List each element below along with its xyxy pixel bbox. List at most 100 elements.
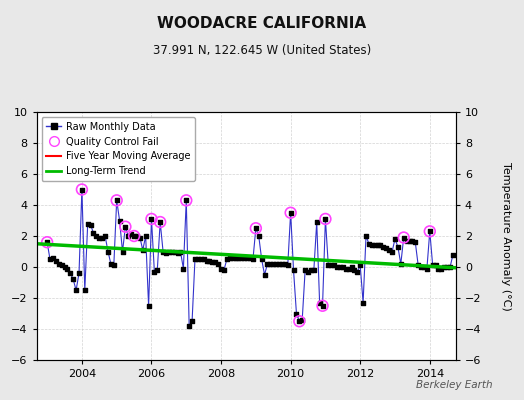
Point: [336, 264, 344, 270]
Point: [281, 261, 289, 267]
Text: Berkeley Earth: Berkeley Earth: [416, 380, 493, 390]
Point: [368, 242, 376, 248]
Point: [260, 272, 269, 278]
Point: [168, 248, 176, 255]
Point: [113, 197, 121, 204]
Point: [246, 254, 254, 261]
Point: [350, 267, 358, 273]
Point: [425, 228, 434, 234]
Point: [196, 256, 205, 262]
Point: [304, 268, 312, 275]
Point: [443, 264, 451, 270]
Point: [170, 248, 179, 255]
Point: [240, 254, 248, 261]
Point: [301, 267, 309, 273]
Point: [414, 262, 422, 269]
Point: [252, 225, 260, 232]
Point: [370, 242, 379, 248]
Point: [376, 242, 385, 248]
Point: [321, 216, 330, 222]
Point: [75, 270, 83, 276]
Point: [107, 261, 115, 267]
Point: [365, 240, 373, 247]
Point: [138, 247, 147, 253]
Point: [408, 238, 417, 244]
Point: [78, 186, 86, 193]
Point: [312, 219, 321, 225]
Point: [89, 230, 97, 236]
Point: [399, 234, 408, 241]
Point: [86, 222, 95, 228]
Point: [379, 244, 388, 250]
Point: [278, 261, 286, 267]
Point: [194, 256, 202, 262]
Point: [388, 248, 396, 255]
Point: [130, 233, 138, 239]
Point: [249, 256, 257, 262]
Point: [434, 265, 443, 272]
Point: [243, 254, 252, 261]
Point: [92, 233, 101, 239]
Point: [324, 262, 333, 269]
Point: [420, 264, 428, 270]
Point: [283, 262, 292, 269]
Point: [159, 248, 167, 255]
Point: [182, 197, 190, 204]
Point: [150, 268, 159, 275]
Point: [310, 267, 318, 273]
Point: [43, 239, 51, 245]
Point: [223, 256, 231, 262]
Point: [220, 267, 228, 273]
Point: [263, 261, 271, 267]
Point: [353, 268, 362, 275]
Point: [156, 219, 165, 225]
Point: [269, 261, 277, 267]
Point: [165, 248, 173, 255]
Point: [327, 262, 335, 269]
Point: [287, 210, 295, 216]
Point: [110, 262, 118, 269]
Point: [399, 234, 408, 241]
Point: [60, 264, 69, 270]
Point: [362, 233, 370, 239]
Point: [66, 270, 74, 276]
Point: [214, 261, 222, 267]
Point: [121, 224, 129, 230]
Text: 37.991 N, 122.645 W (United States): 37.991 N, 122.645 W (United States): [153, 44, 371, 57]
Point: [431, 262, 440, 269]
Point: [78, 186, 86, 193]
Point: [191, 256, 199, 262]
Point: [394, 244, 402, 250]
Point: [446, 264, 454, 270]
Point: [115, 217, 124, 224]
Point: [141, 233, 150, 239]
Point: [72, 287, 80, 294]
Point: [54, 261, 63, 267]
Point: [289, 267, 298, 273]
Point: [225, 254, 234, 261]
Point: [342, 265, 350, 272]
Point: [121, 224, 129, 230]
Point: [411, 239, 420, 245]
Point: [425, 228, 434, 234]
Point: [145, 302, 153, 309]
Point: [46, 256, 54, 262]
Point: [333, 264, 341, 270]
Point: [211, 259, 220, 266]
Point: [98, 234, 106, 241]
Point: [382, 245, 390, 252]
Point: [440, 264, 449, 270]
Text: WOODACRE CALIFORNIA: WOODACRE CALIFORNIA: [157, 16, 367, 31]
Point: [185, 323, 193, 329]
Point: [330, 262, 339, 269]
Point: [208, 259, 216, 266]
Point: [319, 302, 327, 309]
Point: [417, 264, 425, 270]
Point: [307, 267, 315, 273]
Point: [101, 233, 110, 239]
Point: [397, 261, 405, 267]
Point: [113, 197, 121, 204]
Point: [52, 258, 60, 264]
Point: [69, 276, 78, 282]
Point: [182, 197, 190, 204]
